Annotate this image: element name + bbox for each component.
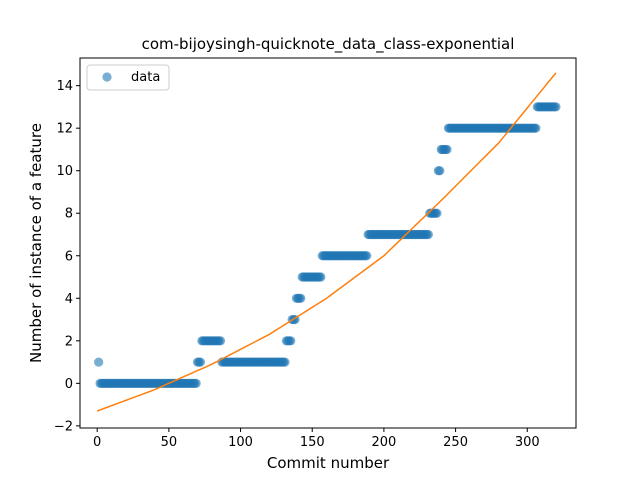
data-point (316, 272, 326, 282)
x-tick-label: 100 (228, 435, 253, 450)
x-tick-label: 250 (443, 435, 468, 450)
y-tick-label: 2 (65, 334, 73, 349)
y-axis-label: Number of instance of a feature (27, 123, 45, 363)
y-tick-label: 14 (56, 79, 73, 94)
y-tick-label: 10 (56, 164, 73, 179)
y-tick-label: −2 (54, 419, 73, 434)
data-point (191, 378, 201, 388)
data-point (215, 336, 226, 346)
chart-title: com-bijoysingh-quicknote_data_class-expo… (142, 35, 515, 54)
x-axis: 0 50 100 150 200 250 300 (93, 428, 540, 450)
plot-frame (79, 57, 577, 429)
y-tick-label: 8 (65, 207, 73, 222)
legend-box (86, 64, 170, 91)
data-point (435, 166, 445, 176)
legend-marker (102, 72, 112, 82)
data-point (296, 293, 306, 303)
data-point (531, 123, 541, 133)
plot-area (94, 72, 561, 412)
data-point (423, 229, 433, 240)
legend: data (86, 64, 170, 91)
x-tick-label: 50 (161, 435, 178, 450)
data-point (195, 357, 206, 367)
x-tick-label: 200 (371, 435, 396, 450)
data-point (551, 102, 561, 112)
x-tick-label: 300 (515, 435, 540, 450)
x-tick-label: 0 (93, 435, 101, 450)
data-point (442, 144, 452, 155)
y-axis: −2 0 2 4 6 8 10 12 14 (54, 79, 80, 434)
y-tick-label: 12 (56, 122, 73, 137)
x-tick-label: 150 (300, 435, 325, 450)
data-point (280, 357, 290, 367)
y-tick-label: 6 (65, 249, 73, 264)
y-tick-label: 0 (65, 377, 73, 392)
y-tick-label: 4 (65, 292, 73, 307)
data-point (286, 336, 296, 346)
legend-label: data (131, 70, 160, 85)
data-point (94, 357, 104, 367)
data-point (362, 251, 372, 261)
fit-line (96, 72, 557, 412)
data-point (432, 208, 442, 218)
x-axis-label: Commit number (267, 454, 390, 472)
